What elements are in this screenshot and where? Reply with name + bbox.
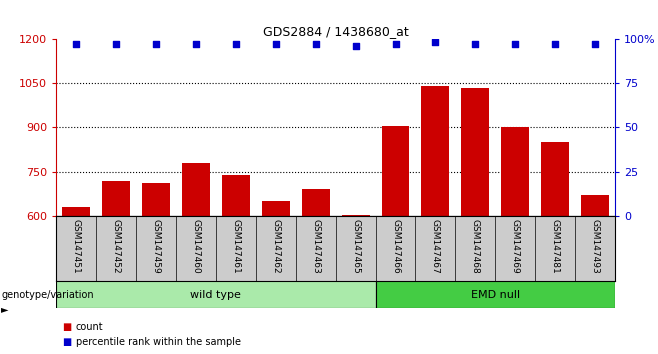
Point <box>230 41 241 47</box>
Point <box>510 41 520 47</box>
Point <box>191 41 201 47</box>
Text: EMD null: EMD null <box>471 290 520 300</box>
Text: genotype/variation: genotype/variation <box>1 290 94 300</box>
Text: GSM147459: GSM147459 <box>151 219 161 274</box>
Point <box>470 41 480 47</box>
Point <box>311 41 321 47</box>
Text: ■: ■ <box>63 337 72 347</box>
Bar <box>142 183 170 216</box>
Text: count: count <box>76 322 103 332</box>
Bar <box>422 86 449 216</box>
Text: GSM147460: GSM147460 <box>191 219 200 274</box>
Title: GDS2884 / 1438680_at: GDS2884 / 1438680_at <box>263 25 409 38</box>
Bar <box>102 181 130 216</box>
Bar <box>542 142 569 216</box>
Text: percentile rank within the sample: percentile rank within the sample <box>76 337 241 347</box>
Text: GSM147452: GSM147452 <box>111 219 120 274</box>
Text: GSM147463: GSM147463 <box>311 219 320 274</box>
Bar <box>182 163 210 216</box>
Point <box>270 41 281 47</box>
Text: ■: ■ <box>63 322 72 332</box>
Text: ►: ► <box>1 304 9 314</box>
Bar <box>581 195 609 216</box>
Text: GSM147451: GSM147451 <box>72 219 80 274</box>
Bar <box>222 175 249 216</box>
Bar <box>301 189 330 216</box>
Point <box>590 41 601 47</box>
Text: GSM147462: GSM147462 <box>271 219 280 274</box>
Point <box>70 41 81 47</box>
Bar <box>501 127 529 216</box>
Point <box>350 43 361 49</box>
Point <box>151 41 161 47</box>
Bar <box>62 207 90 216</box>
Text: GSM147465: GSM147465 <box>351 219 360 274</box>
Text: GSM147469: GSM147469 <box>511 219 520 274</box>
Bar <box>461 87 490 216</box>
Bar <box>342 215 370 216</box>
Text: GSM147466: GSM147466 <box>391 219 400 274</box>
Point <box>390 41 401 47</box>
Bar <box>382 126 409 216</box>
Point <box>550 41 561 47</box>
Text: GSM147493: GSM147493 <box>591 219 599 274</box>
Bar <box>56 281 376 308</box>
Point <box>430 40 441 45</box>
Bar <box>376 281 615 308</box>
Text: wild type: wild type <box>190 290 241 300</box>
Point <box>111 41 121 47</box>
Text: GSM147467: GSM147467 <box>431 219 440 274</box>
Text: GSM147468: GSM147468 <box>471 219 480 274</box>
Text: GSM147461: GSM147461 <box>231 219 240 274</box>
Text: GSM147481: GSM147481 <box>551 219 560 274</box>
Bar <box>262 201 290 216</box>
